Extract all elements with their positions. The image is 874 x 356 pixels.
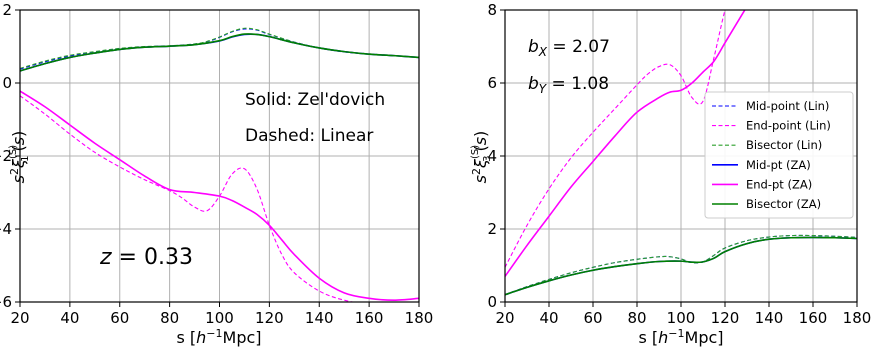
left-series-end-point-lin	[20, 95, 419, 302]
right-y-tick-label: 4	[487, 147, 497, 165]
annotation-dashed: Dashed: Linear	[245, 126, 373, 146]
right-x-tick-label: 60	[583, 309, 602, 327]
left-series-end-pt-za	[20, 90, 419, 301]
left-y-tick-label: 0	[2, 74, 12, 92]
left-x-tick-label: 140	[305, 309, 334, 327]
right-series-bisector-lin	[505, 234, 857, 296]
right-series-end-pt-za	[505, 10, 746, 277]
legend: Mid-point (Lin) End-point (Lin) Bisector (…	[704, 91, 854, 219]
left-y-tick-label: −4	[0, 220, 12, 238]
legend-label: End-pt (ZA)	[746, 177, 812, 191]
left-y-tick-label: −2	[0, 147, 12, 165]
left-x-tick-label: 100	[205, 309, 234, 327]
right-panel: 20 40 60 80 100 120 140 160 180 0 2 4 6 8 s [h−1Mpc]…	[470, 1, 872, 347]
left-x-tick-label: 180	[405, 309, 434, 327]
left-x-tick-label: 40	[60, 309, 79, 327]
right-series-bisector-za	[505, 236, 857, 296]
left-y-axis-label-group: s2ξ(S)1(s)	[8, 131, 31, 184]
left-x-tick-label: 120	[255, 309, 284, 327]
right-series-end-point-lin	[505, 10, 726, 268]
annotation-by: bY = 1.08	[528, 74, 609, 96]
annotation-redshift: z = 0.33	[99, 245, 193, 270]
right-x-tick-label: 20	[495, 309, 514, 327]
left-x-tick-label: 60	[110, 309, 129, 327]
right-x-tick-label: 180	[843, 309, 872, 327]
right-y-axis-label-group: s2ξ(S)3(s)	[470, 131, 493, 184]
right-x-tick-label: 40	[539, 309, 558, 327]
annotation-bx: bX = 2.07	[528, 37, 610, 59]
right-y-tick-label: 2	[487, 220, 497, 238]
svg-text:s2ξ(S)3(s): s2ξ(S)3(s)	[470, 131, 493, 184]
left-y-tick-label: −6	[0, 293, 12, 311]
legend-label: Mid-pt (ZA)	[746, 158, 811, 172]
left-x-axis-label: s [h−1Mpc]	[176, 327, 261, 347]
left-x-tick-label: 80	[160, 309, 179, 327]
right-x-tick-label: 140	[755, 309, 784, 327]
svg-text:s2ξ(S)1(s): s2ξ(S)1(s)	[8, 131, 31, 184]
legend-label: Bisector (Lin)	[746, 138, 822, 152]
left-series-bisector-lin	[20, 27, 419, 69]
left-x-tick-label: 20	[10, 309, 29, 327]
left-panel: 20 40 60 80 100 120 140 160 180 −6 −4 −2 0 2 s [h−1M…	[0, 1, 434, 347]
right-x-axis-label: s [h−1Mpc]	[638, 327, 723, 347]
right-y-tick-label: 0	[487, 293, 497, 311]
legend-label: Bisector (ZA)	[746, 197, 821, 211]
annotation-solid: Solid: Zel'dovich	[245, 90, 385, 110]
right-y-tick-label: 8	[487, 1, 497, 19]
legend-label: End-point (Lin)	[746, 119, 831, 133]
legend-label: Mid-point (Lin)	[746, 99, 829, 113]
right-x-tick-label: 80	[627, 309, 646, 327]
right-x-tick-label: 100	[667, 309, 696, 327]
right-x-tick-label: 120	[711, 309, 740, 327]
left-x-tick-label: 160	[355, 309, 384, 327]
legend-box	[704, 91, 854, 219]
right-x-tick-label: 160	[799, 309, 828, 327]
left-y-tick-label: 2	[2, 1, 12, 19]
right-y-tick-label: 6	[487, 74, 497, 92]
left-series-bisector-za	[20, 33, 419, 72]
